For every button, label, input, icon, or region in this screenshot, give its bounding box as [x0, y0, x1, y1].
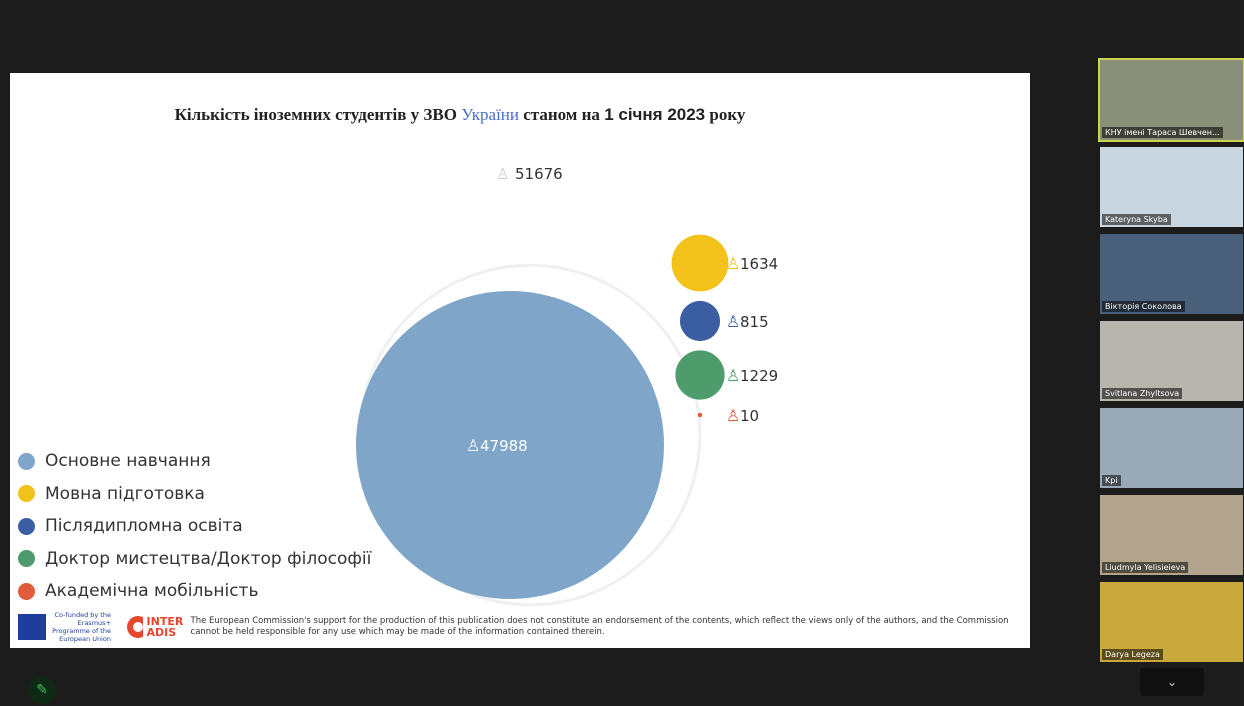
participant-name: Kateryna Skyba	[1102, 214, 1171, 225]
bubble	[697, 412, 703, 418]
legend-label: Післядипломна освіта	[45, 516, 243, 537]
legend-label: Академічна мобільність	[45, 581, 259, 602]
participant-tile: Svitlana Zhyltsova	[1100, 321, 1243, 401]
bubble-label: 815	[740, 313, 769, 331]
participant-name: Kpi	[1102, 475, 1121, 486]
participant-name: Liudmyla Yelisieieva	[1102, 562, 1189, 573]
legend-dot	[18, 452, 35, 470]
disclaimer: The European Commission's support for th…	[190, 616, 1009, 637]
bubble	[356, 291, 664, 599]
total-label: 51676	[515, 165, 563, 183]
legend-label: Основне навчання	[45, 451, 211, 472]
legend-label: Мовна підготовка	[45, 483, 205, 504]
legend: Основне навчання Мовна підготовка Післядип…	[18, 445, 371, 608]
participant-tile: КНУ імені Тараса Шевчен...	[1098, 58, 1244, 142]
title-part: станом на	[518, 105, 605, 124]
title-part: Кількість іноземних студентів у ЗВО	[174, 105, 462, 124]
bubble-icon: ♙	[726, 312, 740, 331]
title-part: України	[461, 105, 519, 124]
legend-item: Академічна мобільність	[18, 575, 371, 608]
legend-item: Післядипломна освіта	[18, 510, 371, 543]
bubble-label: 1634	[740, 255, 778, 273]
title-part: 1 січня 2023	[604, 105, 706, 124]
bubble-icon: ♙	[726, 254, 740, 273]
participant-name: Svitlana Zhyltsova	[1102, 388, 1183, 399]
participant-tile: Вікторія Соколова	[1100, 234, 1243, 314]
bubble	[679, 300, 721, 342]
participant-tile: Darya Legeza	[1100, 582, 1243, 662]
bubble-label: 1229	[740, 367, 778, 385]
eu-text: Co-funded by the Erasmus+ Programme of t…	[52, 611, 111, 643]
scroll-button[interactable]: ⌄	[1140, 668, 1204, 696]
legend-dot	[18, 517, 35, 535]
legend-item: Доктор мистецтва/Доктор філософії	[18, 543, 371, 576]
legend-item: Основне навчання	[18, 445, 371, 478]
slide: Кількість іноземних студентів у ЗВО Укра…	[10, 73, 1030, 648]
participant-tile: Kateryna Skyba	[1100, 147, 1243, 227]
person-icon: ♙	[496, 165, 509, 183]
legend-label: Доктор мистецтва/Доктор філософії	[45, 548, 372, 569]
bubble-icon: ♙	[466, 436, 480, 455]
interadis-logo: INTER ADIS	[146, 615, 184, 639]
participant-name: Darya Legeza	[1102, 649, 1163, 660]
eu-flag	[18, 614, 47, 640]
bubble-icon: ♙	[726, 406, 740, 425]
interadis-icon	[126, 616, 143, 638]
participant-name: Вікторія Соколова	[1102, 301, 1185, 312]
legend-dot	[18, 582, 35, 600]
bubble	[671, 234, 729, 292]
participant-name: КНУ імені Тараса Шевчен...	[1102, 127, 1223, 138]
legend-dot	[18, 485, 35, 503]
legend-dot	[18, 550, 35, 568]
title-part: року	[705, 105, 746, 124]
footer: Co-funded by the Erasmus+ Programme of t…	[18, 611, 1023, 643]
annotate-button[interactable]: ✎	[28, 676, 56, 704]
bubble	[675, 350, 725, 400]
slide-title: Кількість іноземних студентів у ЗВО Укра…	[10, 105, 910, 125]
bubble-icon: ♙	[726, 366, 740, 385]
participant-tile: Liudmyla Yelisieieva	[1100, 495, 1243, 575]
legend-item: Мовна підготовка	[18, 478, 371, 511]
bubble-label: 10	[740, 407, 759, 425]
participant-tile: Kpi	[1100, 408, 1243, 488]
bubble-label: 47988	[480, 437, 528, 455]
bubble-chart: 51676♙♙ 47988♙ 1634♙ 815♙ 1229♙ 10	[356, 165, 778, 607]
